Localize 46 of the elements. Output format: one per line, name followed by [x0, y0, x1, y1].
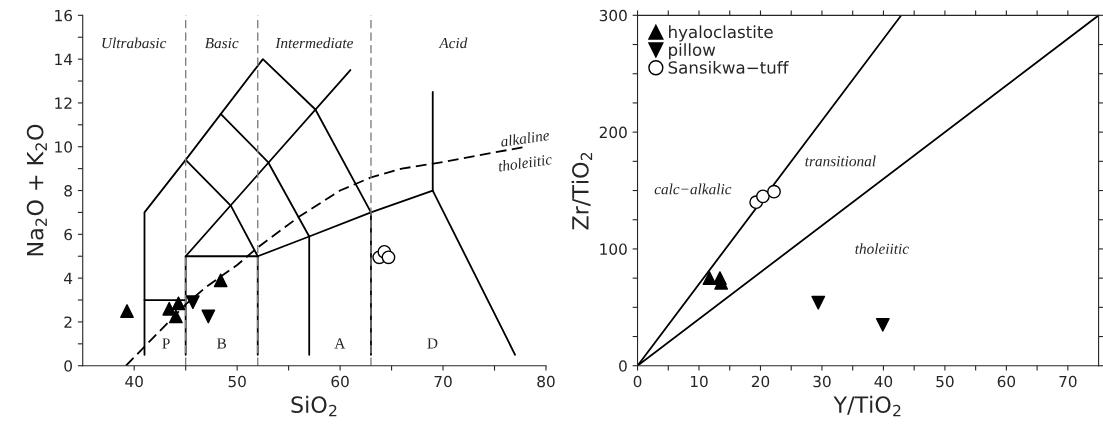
y-tick-label: 12: [55, 97, 72, 109]
annotation: calc−alkalic: [654, 183, 732, 195]
x-tick-label: 0: [633, 375, 642, 388]
y-tick-label: 300: [599, 9, 627, 22]
y-axis-title: Na$_{2}$O + K$_{2}$O: [26, 124, 47, 256]
y-tick-label: 16: [55, 9, 73, 22]
y-tick-label: 14: [55, 53, 73, 65]
annotation: tholeiitic: [855, 243, 909, 254]
x-tick-label: 80: [537, 375, 555, 388]
x-tick-label: 60: [997, 375, 1016, 388]
x-tick-label: 40: [125, 375, 143, 388]
y-tick-label: 2: [64, 316, 72, 328]
x-tick-label: 60: [331, 375, 349, 388]
y-tick-label: 0: [64, 360, 72, 372]
y-tick-label: 4: [64, 272, 73, 284]
annotation: Acid: [438, 37, 468, 49]
y-tick-label: 200: [599, 126, 627, 139]
x-tick-label: 50: [228, 375, 246, 388]
legend-label: Sansikwa−tuff: [668, 60, 789, 74]
annotation: P: [162, 338, 170, 349]
annotation: B: [217, 338, 227, 349]
x-tick-label: 30: [813, 375, 831, 388]
x-tick-label: 10: [690, 375, 708, 388]
y-axis-title: Zr/TiO$_{2}$: [571, 152, 593, 230]
x-axis-title: Y/TiO$_{2}$: [833, 395, 901, 417]
y-tick-label: 6: [64, 228, 73, 241]
x-tick-label: 20: [751, 375, 770, 388]
x-tick-label: 70: [434, 375, 452, 388]
y-tick-label: 10: [55, 141, 72, 153]
annotation: Intermediate: [275, 37, 354, 49]
y-tick-label: 100: [600, 243, 627, 255]
annotation: D: [427, 338, 438, 349]
annotation: A: [334, 338, 346, 349]
annotation: tholeiitic: [497, 153, 553, 172]
x-tick-label: 50: [936, 375, 954, 388]
legend-label: pillow: [669, 43, 716, 60]
y-tick-label: 8: [64, 185, 72, 197]
annotation: transitional: [805, 155, 876, 167]
annotation: alkaline: [500, 129, 550, 147]
legend-label: hyaloclastite: [669, 25, 773, 42]
y-tick-label: 0: [619, 360, 627, 372]
annotation: Basic: [204, 37, 239, 49]
x-axis-title: SiO$_{2}$: [291, 395, 337, 417]
x-tick-label: 70: [1059, 375, 1077, 388]
x-tick-label: 40: [874, 375, 893, 388]
annotation: Ultrabasic: [102, 37, 167, 49]
